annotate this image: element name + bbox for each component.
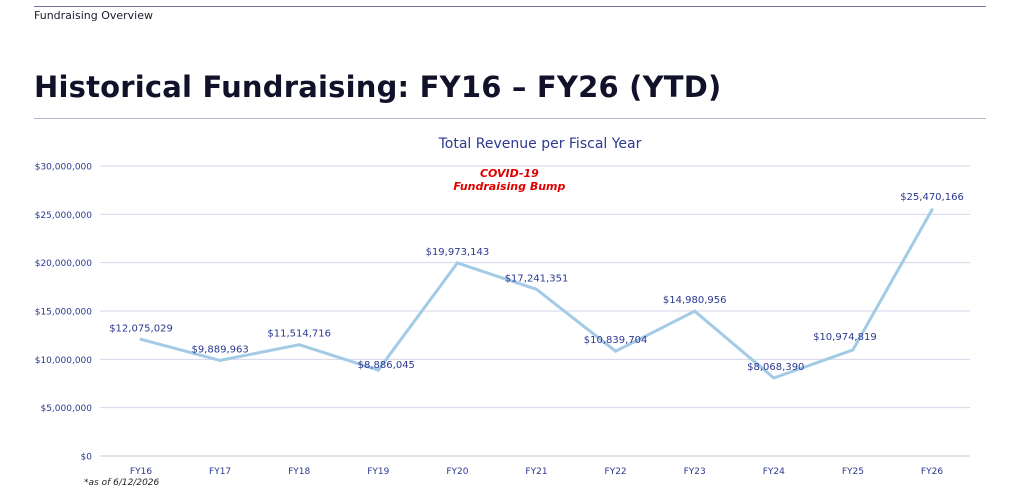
x-tick-label: FY24 — [763, 467, 785, 477]
data-point — [376, 368, 380, 372]
x-tick-label: FY20 — [446, 467, 468, 477]
data-point — [851, 348, 855, 352]
x-tick-label: FY21 — [525, 467, 547, 477]
annotation-text: Fundraising Bump — [453, 180, 565, 193]
x-tick-label: FY16 — [130, 467, 152, 477]
data-point — [930, 208, 934, 212]
x-tick-label: FY22 — [605, 467, 627, 477]
data-point — [297, 343, 301, 347]
y-tick-label: $5,000,000 — [40, 404, 92, 414]
data-point — [218, 358, 222, 362]
x-tick-label: FY19 — [367, 467, 389, 477]
x-tick-label: FY23 — [684, 467, 706, 477]
y-tick-label: $10,000,000 — [35, 356, 93, 366]
x-tick-label: FY18 — [288, 467, 310, 477]
section-label: Fundraising Overview — [34, 9, 153, 22]
top-rule — [34, 6, 986, 7]
data-label: $17,241,351 — [505, 273, 569, 284]
data-label: $14,980,956 — [663, 295, 727, 306]
title-rule — [34, 118, 986, 119]
y-tick-label: $30,000,000 — [35, 163, 93, 173]
data-point — [693, 309, 697, 313]
data-label: $9,889,963 — [191, 344, 248, 355]
x-tick-label: FY25 — [842, 467, 864, 477]
data-point — [455, 261, 459, 265]
data-point — [535, 287, 538, 291]
data-label: $25,470,166 — [900, 192, 964, 203]
data-label: $12,075,029 — [109, 323, 173, 334]
data-label: $11,514,716 — [267, 329, 331, 340]
data-label: $19,973,143 — [426, 247, 490, 258]
data-point — [139, 337, 143, 341]
data-label: $10,974,819 — [813, 332, 877, 343]
data-point — [614, 349, 618, 353]
y-tick-label: $20,000,000 — [35, 259, 93, 269]
page-title: Historical Fundraising: FY16 – FY26 (YTD… — [34, 70, 722, 104]
y-tick-label: $15,000,000 — [35, 308, 93, 318]
series-line — [139, 208, 934, 380]
annotation-text: COVID-19 — [480, 167, 539, 180]
data-label: $8,068,390 — [747, 362, 804, 373]
data-point — [772, 376, 776, 380]
x-tick-label: FY26 — [921, 467, 943, 477]
x-tick-label: FY17 — [209, 467, 231, 477]
y-tick-label: $25,000,000 — [35, 211, 93, 221]
data-label: $10,839,704 — [584, 335, 648, 346]
footnote: *as of 6/12/2026 — [84, 478, 160, 488]
y-tick-label: $0 — [81, 453, 93, 463]
data-label: $8,886,045 — [358, 360, 415, 371]
chart-title: Total Revenue per Fiscal Year — [438, 136, 642, 152]
